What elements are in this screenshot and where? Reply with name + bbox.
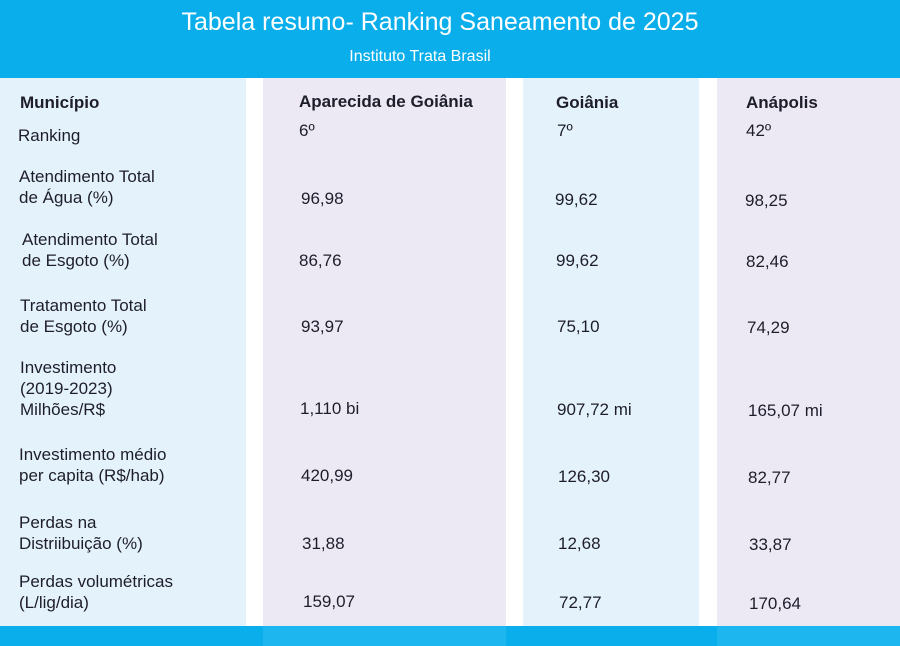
table-cell: 7º bbox=[557, 121, 573, 140]
table-cell: 42º bbox=[746, 121, 772, 140]
table-cell: 6º bbox=[299, 121, 315, 140]
aparecida-column-background bbox=[263, 78, 506, 626]
table-cell: 96,98 bbox=[301, 189, 344, 208]
corner-header: Município bbox=[20, 93, 100, 112]
table-cell: 74,29 bbox=[747, 318, 790, 337]
row-label: Investimento médio per capita (R$/hab) bbox=[19, 445, 167, 485]
municipality-header: Aparecida de Goiânia bbox=[299, 92, 473, 111]
table-cell: 99,62 bbox=[555, 190, 598, 209]
label-column-background bbox=[0, 78, 246, 626]
table-title: Tabela resumo- Ranking Saneamento de 202… bbox=[181, 8, 699, 36]
table-cell: 82,46 bbox=[746, 252, 789, 271]
row-label: Perdas na Distriibuição (%) bbox=[19, 513, 143, 553]
row-label: Ranking bbox=[18, 126, 81, 145]
row-label: Tratamento Total de Esgoto (%) bbox=[20, 296, 147, 336]
table-cell: 31,88 bbox=[302, 534, 345, 553]
table-cell: 98,25 bbox=[745, 191, 788, 210]
table-cell: 1,110 bi bbox=[300, 399, 360, 418]
table-cell: 159,07 bbox=[303, 592, 355, 611]
table-cell: 12,68 bbox=[558, 534, 601, 553]
table-cell: 33,87 bbox=[749, 535, 792, 554]
title-banner: Tabela resumo- Ranking Saneamento de 202… bbox=[0, 0, 900, 78]
table-cell: 170,64 bbox=[749, 594, 801, 613]
table-cell: 93,97 bbox=[301, 317, 344, 336]
row-label: Perdas volumétricas (L/lig/dia) bbox=[19, 572, 174, 612]
footer-bar bbox=[0, 626, 900, 646]
municipality-header: Goiânia bbox=[556, 93, 619, 112]
municipality-header: Anápolis bbox=[746, 93, 818, 112]
table-cell: 75,10 bbox=[557, 317, 600, 336]
footer-segment bbox=[263, 626, 506, 646]
footer-segment bbox=[717, 626, 900, 646]
row-label: Atendimento Total de Esgoto (%) bbox=[22, 230, 158, 270]
table-cell: 165,07 mi bbox=[748, 401, 823, 420]
table-cell: 72,77 bbox=[559, 593, 602, 612]
row-label: Investimento (2019-2023) Milhões/R$ bbox=[20, 358, 117, 419]
goiania-column-background bbox=[523, 78, 699, 626]
anapolis-column-background bbox=[717, 78, 900, 626]
table-cell: 420,99 bbox=[301, 466, 353, 485]
table-cell: 126,30 bbox=[558, 467, 610, 486]
table-cell: 82,77 bbox=[748, 468, 791, 487]
table-cell: 86,76 bbox=[299, 251, 342, 270]
row-label: Atendimento Total de Água (%) bbox=[19, 167, 155, 207]
table-cell: 907,72 mi bbox=[557, 400, 632, 419]
table-subtitle: Instituto Trata Brasil bbox=[349, 48, 491, 65]
table-cell: 99,62 bbox=[556, 251, 599, 270]
